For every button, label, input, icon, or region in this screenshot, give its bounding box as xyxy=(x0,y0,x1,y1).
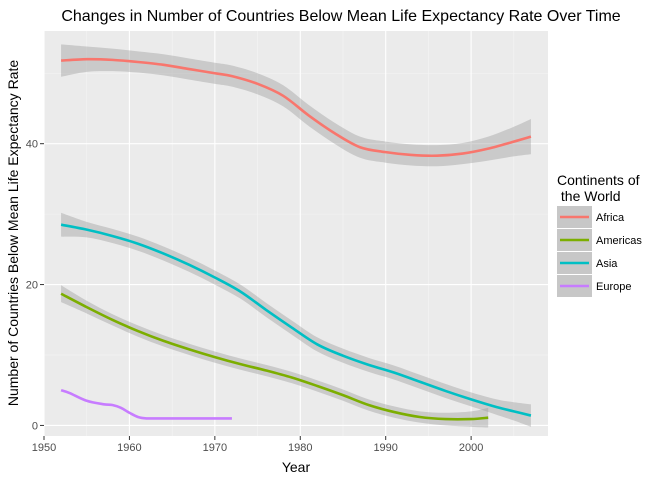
minor-gridlines xyxy=(44,31,548,436)
series-line-europe xyxy=(60,388,232,420)
confidence-band-asia xyxy=(61,212,531,427)
legend-label-americas: Americas xyxy=(596,235,642,247)
y-tick-label: 20 xyxy=(26,280,38,292)
x-tick-label: 2000 xyxy=(459,442,483,454)
y-tick-label: 0 xyxy=(32,420,38,432)
x-tick-label: 1970 xyxy=(203,442,227,454)
series-line-americas xyxy=(60,292,489,421)
legend-title-line-2: the World xyxy=(557,188,621,204)
y-axis: 0 20 40 xyxy=(26,139,44,432)
series-line-africa xyxy=(61,57,532,158)
legend-keys: Africa Americas Asia Europe xyxy=(557,206,642,297)
x-tick-label: 1980 xyxy=(288,442,312,454)
x-tick-label: 1950 xyxy=(32,442,56,454)
chart-title: Changes in Number of Countries Below Mea… xyxy=(61,8,620,25)
confidence-band-americas xyxy=(61,285,489,428)
plot-background xyxy=(44,31,548,436)
legend-label-europe: Europe xyxy=(596,281,631,293)
x-axis: 1950 1960 1970 1980 1990 2000 xyxy=(32,436,483,454)
legend-label-africa: Africa xyxy=(596,212,625,224)
series-lines xyxy=(60,57,532,421)
series-line-asia xyxy=(60,223,532,417)
x-tick-label: 1990 xyxy=(373,442,397,454)
legend-title-line-1: Continents of xyxy=(557,172,640,188)
major-gridlines xyxy=(43,31,548,436)
y-tick-label: 40 xyxy=(26,139,38,151)
x-axis-title: Year xyxy=(282,459,311,475)
legend: Continents of the World Africa Americas As… xyxy=(557,172,642,297)
legend-label-asia: Asia xyxy=(596,258,618,270)
plot-panel xyxy=(43,31,548,436)
x-tick-label: 1960 xyxy=(117,442,141,454)
y-axis-title: Number of Countries Below Mean Life Expe… xyxy=(5,60,21,406)
